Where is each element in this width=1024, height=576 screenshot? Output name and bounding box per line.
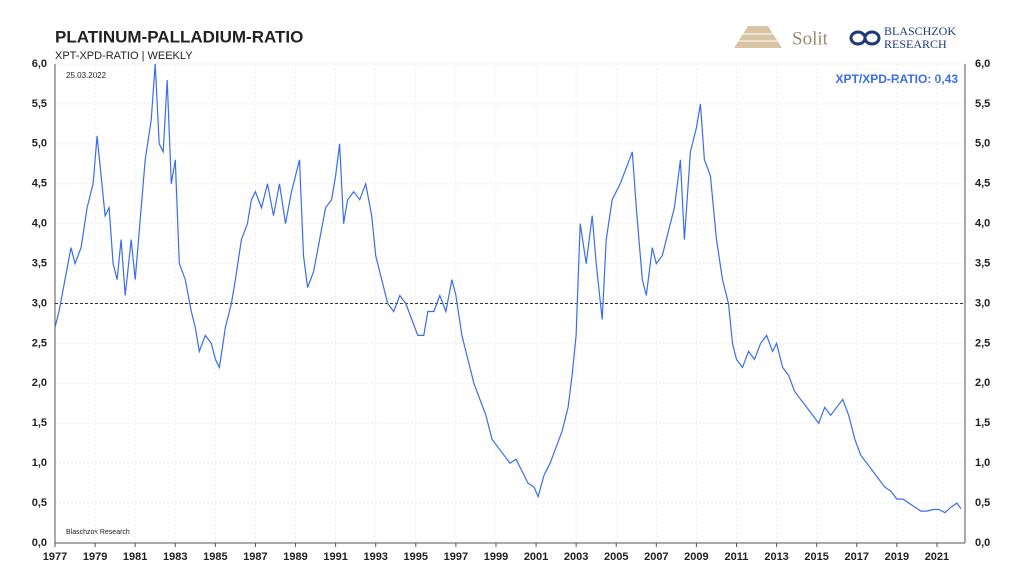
- x-tick-label: 2007: [644, 551, 668, 563]
- y2-tick-label: 4,5: [975, 178, 990, 190]
- y-tick-label: 4,5: [32, 178, 47, 190]
- chart-title: PLATINUM-PALLADIUM-RATIO: [55, 27, 303, 46]
- y2-tick-label: 3,0: [975, 297, 990, 309]
- x-tick-label: 2003: [564, 551, 588, 563]
- y-tick-label: 2,0: [32, 377, 47, 389]
- source: Blaschzok Research: [66, 529, 130, 536]
- logo-text: RESEARCH: [884, 37, 947, 51]
- y-tick-label: 0,0: [32, 537, 47, 549]
- x-tick-label: 2015: [804, 551, 828, 563]
- y2-tick-label: 3,5: [975, 257, 990, 269]
- y2-tick-label: 0,0: [975, 537, 990, 549]
- y2-tick-label: 6,0: [975, 58, 990, 70]
- x-tick-label: 2009: [684, 551, 708, 563]
- x-tick-label: 1981: [123, 551, 147, 563]
- y-tick-label: 3,5: [32, 257, 47, 269]
- blaschzok-logo: [849, 30, 881, 46]
- x-tick-label: 1989: [283, 551, 307, 563]
- x-tick-label: 1985: [203, 551, 227, 563]
- x-tick-label: 1991: [323, 551, 347, 563]
- y-tick-label: 0,5: [32, 497, 47, 509]
- x-tick-label: 2005: [604, 551, 628, 563]
- chart-subtitle: XPT-XPD-RATIO | WEEKLY: [55, 50, 193, 62]
- y-tick-label: 1,5: [32, 417, 47, 429]
- last-value-label: XPT/XPD-RATIO: 0,43: [836, 72, 959, 86]
- x-tick-label: 2017: [845, 551, 869, 563]
- x-tick-label: 1993: [363, 551, 387, 563]
- x-tick-label: 1999: [484, 551, 508, 563]
- data-line: [54, 63, 962, 514]
- x-tick-label: 1983: [163, 551, 187, 563]
- y-tick-label: 4,0: [32, 218, 47, 230]
- y-tick-label: 1,0: [32, 457, 47, 469]
- x-tick-label: 1997: [444, 551, 468, 563]
- y2-tick-label: 4,0: [975, 218, 990, 230]
- y2-tick-label: 1,0: [975, 457, 990, 469]
- x-tick-label: 2019: [885, 551, 909, 563]
- x-tick-label: 2021: [925, 551, 949, 563]
- y-tick-label: 2,5: [32, 337, 47, 349]
- logo-text: BLASCHZOK: [884, 24, 956, 38]
- x-tick-label: 2001: [524, 551, 548, 563]
- x-tick-label: 1979: [83, 551, 107, 563]
- y2-tick-label: 1,5: [975, 417, 990, 429]
- x-tick-label: 2013: [764, 551, 788, 563]
- y2-tick-label: 2,0: [975, 377, 990, 389]
- x-tick-label: 1995: [404, 551, 428, 563]
- y2-tick-label: 2,5: [975, 337, 990, 349]
- y-tick-label: 3,0: [32, 297, 47, 309]
- y2-tick-label: 5,0: [975, 138, 990, 150]
- date: 25.03.2022: [66, 71, 107, 80]
- y2-tick-label: 5,5: [975, 98, 990, 110]
- y-tick-label: 6,0: [32, 58, 47, 70]
- y-tick-label: 5,5: [32, 98, 47, 110]
- x-tick-label: 1987: [243, 551, 267, 563]
- y-tick-label: 5,0: [32, 138, 47, 150]
- x-tick-label: 2011: [725, 551, 749, 563]
- logo-text: Solit: [792, 28, 829, 49]
- x-tick-label: 1977: [43, 551, 67, 563]
- y2-tick-label: 0,5: [975, 497, 990, 509]
- solit-logo: [734, 26, 782, 48]
